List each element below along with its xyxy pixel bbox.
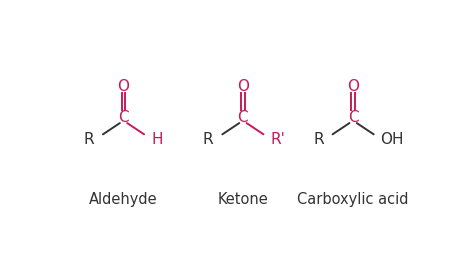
Text: Aldehyde: Aldehyde xyxy=(89,192,158,207)
Text: R: R xyxy=(203,132,213,147)
Text: C: C xyxy=(118,110,129,126)
Text: O: O xyxy=(347,79,359,94)
Text: R: R xyxy=(313,132,324,147)
Text: Carboxylic acid: Carboxylic acid xyxy=(297,192,409,207)
Text: Ketone: Ketone xyxy=(218,192,268,207)
Text: O: O xyxy=(118,79,129,94)
Text: R: R xyxy=(83,132,94,147)
Text: C: C xyxy=(237,110,248,126)
Text: R': R' xyxy=(271,132,286,147)
Text: C: C xyxy=(348,110,358,126)
Text: OH: OH xyxy=(380,132,403,147)
Text: H: H xyxy=(152,132,163,147)
Text: O: O xyxy=(237,79,249,94)
